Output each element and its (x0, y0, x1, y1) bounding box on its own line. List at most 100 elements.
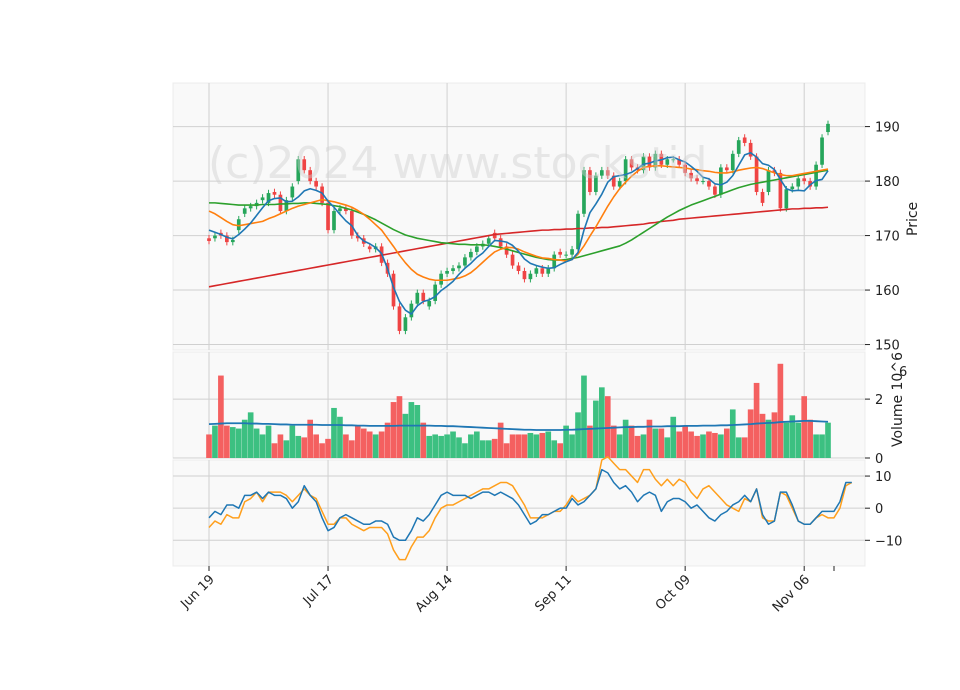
volume-bar (343, 434, 349, 458)
candle-body (784, 189, 789, 209)
volume-bar (741, 437, 748, 458)
candle-body (790, 186, 795, 190)
candle-body (498, 238, 503, 247)
candle-body (617, 181, 622, 187)
x-tick-label: Sep 11 (532, 572, 575, 615)
candle-body (451, 268, 455, 271)
candle-body (225, 235, 229, 243)
candle-body (207, 238, 211, 242)
volume-bar (610, 425, 617, 458)
candle-body (814, 164, 818, 187)
volume-bar (509, 434, 516, 458)
volume-bar (700, 434, 706, 458)
volume-bar (372, 434, 379, 458)
price-tick-label: 180 (875, 175, 900, 190)
volume-bar (521, 434, 528, 458)
candle-body (713, 186, 717, 195)
volume-bar (420, 422, 427, 458)
candle-body (564, 254, 568, 256)
candle-body (605, 170, 610, 176)
candle-body (421, 292, 426, 301)
candle-body (611, 175, 616, 187)
candle-body (260, 197, 265, 201)
volume-bar (235, 428, 242, 458)
candle-body (582, 170, 586, 214)
volume-bar (265, 425, 272, 458)
volume-bar (402, 413, 409, 458)
candle-body (469, 251, 473, 258)
volume-bar (718, 434, 724, 458)
volume-bar (271, 443, 278, 458)
x-tick-label: Oct 09 (653, 572, 694, 613)
candle-body (504, 246, 509, 255)
volume-bar (366, 431, 373, 458)
x-tick-label: Nov 06 (770, 572, 813, 615)
candle-body (599, 170, 604, 176)
candle-body (320, 186, 324, 203)
candle-body (278, 194, 283, 212)
volume-bar (712, 432, 718, 458)
volume-bar (557, 443, 563, 458)
volume-bar (432, 434, 439, 458)
candle-body (826, 123, 830, 133)
candle-body (409, 303, 414, 318)
volume-bar (378, 431, 385, 458)
volume-ma-line (208, 420, 829, 431)
volume-bar (789, 415, 796, 458)
candle-body (701, 181, 705, 183)
candle-body (748, 142, 753, 157)
volume-bar (634, 435, 641, 458)
candle-body (403, 317, 408, 331)
volume-bar (587, 425, 593, 458)
volume-bar (747, 409, 754, 458)
volume-bar (462, 443, 468, 458)
candle-body (350, 211, 354, 236)
candle-body (671, 159, 676, 161)
candle-body (683, 164, 687, 173)
volume-bar (515, 434, 522, 458)
volume-bar (503, 443, 510, 458)
volume-bar (259, 434, 266, 458)
volume-bar (426, 435, 433, 458)
volume-bar (670, 416, 677, 458)
candle-body (492, 232, 497, 239)
price-axis-title: Price (905, 202, 921, 236)
volume-bar (229, 427, 236, 458)
watermark: (c)2024 www.stockstid (208, 138, 708, 189)
volume-bar (694, 435, 700, 458)
volume-bar (354, 425, 361, 458)
candle-body (302, 159, 307, 171)
volume-bar (545, 431, 552, 458)
candle-body (355, 235, 360, 239)
candle-body (820, 137, 824, 165)
volume-bar (295, 435, 302, 458)
volume-bar (563, 425, 569, 458)
volume-bar (283, 440, 290, 458)
volume-bar (497, 422, 504, 458)
volume-bar (527, 432, 534, 458)
candle-body (463, 257, 467, 266)
price-tick-label: 160 (875, 284, 900, 299)
candle-body (594, 175, 598, 192)
oscillator-signal-line (208, 456, 853, 561)
candle-body (695, 178, 699, 182)
volume-bar (241, 419, 248, 458)
volume-axis-title: Volume 10^6 (890, 352, 906, 447)
oscillator-panel-background (172, 459, 866, 567)
oscillator-tick-label: 10 (875, 470, 892, 485)
candle-body (290, 186, 295, 198)
volume-bar (456, 437, 462, 458)
volume-bar (414, 405, 421, 458)
volume-bar (795, 422, 802, 458)
volume-bar (408, 402, 415, 458)
candle-body (540, 268, 545, 274)
candle-body (558, 251, 563, 255)
candle-body (457, 265, 461, 269)
price-tick-label: 170 (875, 230, 900, 245)
volume-bar (218, 375, 224, 458)
volume-bar (396, 396, 403, 458)
candle-body (689, 172, 693, 179)
candle-body (677, 159, 682, 165)
volume-bar (313, 434, 319, 458)
volume-bar (360, 428, 367, 458)
